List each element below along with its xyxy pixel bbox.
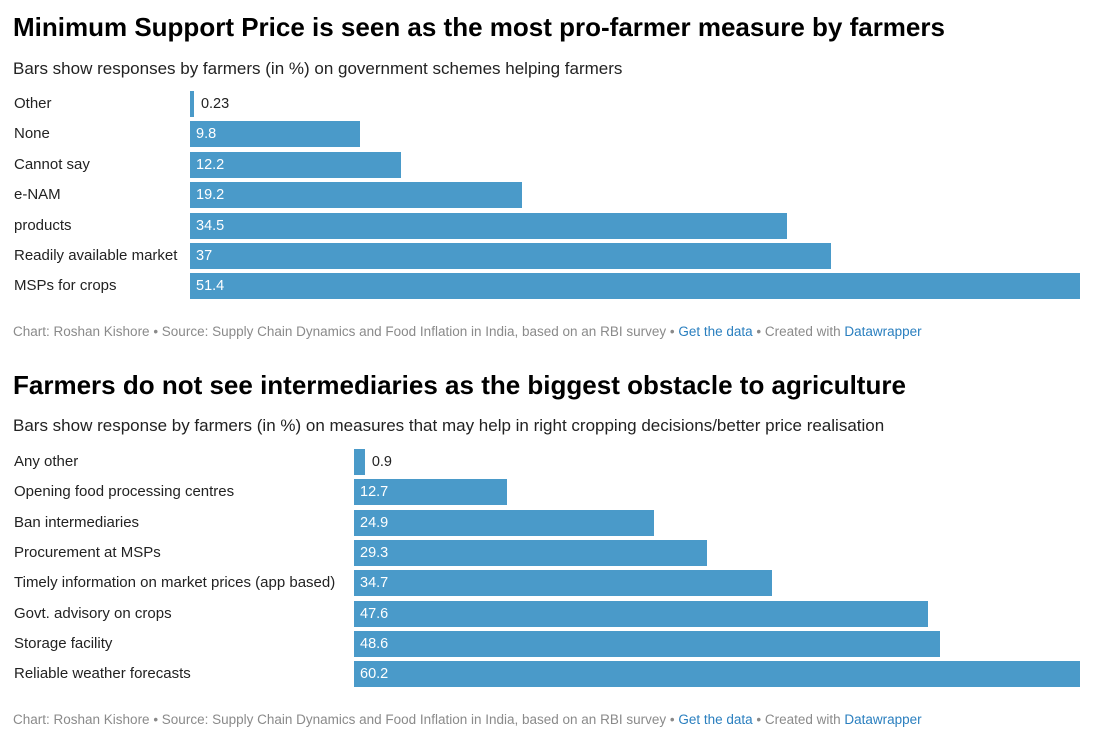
bar [354, 479, 508, 506]
category-label: e-NAM [14, 186, 61, 204]
bar-value-label: 34.5 [196, 217, 225, 234]
bar-value-label: 19.2 [196, 187, 225, 204]
category-label: Govt. advisory on crops [14, 604, 172, 622]
bar-row: Reliable weather forecasts 60.2 [0, 661, 1100, 688]
bar-row: MSPs for crops 51.4 [0, 273, 1100, 300]
bar-value-label: 12.7 [360, 484, 389, 501]
bar-row: e-NAM 19.2 [0, 182, 1100, 209]
chart-1-source-text: Chart: Roshan Kishore • Source: Supply C… [13, 324, 679, 339]
bar-value-label: 47.6 [360, 605, 389, 622]
bar-row: Govt. advisory on crops 47.6 [0, 600, 1100, 627]
bar-value-label: 51.4 [196, 278, 225, 295]
category-label: Ban intermediaries [14, 513, 140, 531]
bar-value-label: 0.23 [200, 96, 230, 112]
bar [354, 661, 1080, 688]
category-label: Opening food processing centres [14, 483, 235, 501]
bar-value-label: 34.7 [360, 575, 389, 592]
chart-2-datawrapper-link[interactable]: Datawrapper [844, 712, 922, 727]
chart-1-datawrapper-link[interactable]: Datawrapper [844, 324, 922, 339]
bar-row: Any other 0.9 [0, 449, 1100, 475]
bar-row: Procurement at MSPs 29.3 [0, 539, 1100, 566]
chart-2-footer: Chart: Roshan Kishore • Source: Supply C… [13, 712, 922, 727]
category-label: Reliable weather forecasts [14, 665, 191, 683]
chart-1-subtitle: Bars show responses by farmers (in %) on… [13, 59, 623, 78]
chart-2-plot: Any other 0.9 Opening food processing cent… [0, 449, 1100, 689]
category-label: Readily available market [14, 247, 178, 264]
bar [190, 243, 831, 269]
bar-value-label: 29.3 [360, 544, 389, 561]
bar [190, 91, 194, 117]
bar-value-label: 9.8 [196, 126, 217, 143]
chart-1-get-data-link[interactable]: Get the data [678, 324, 753, 339]
chart-2-source-text: Chart: Roshan Kishore • Source: Supply C… [13, 712, 679, 727]
category-label: products [14, 216, 72, 234]
bar-value-label: 48.6 [360, 635, 389, 652]
bar-row: Timely information on market prices (app… [0, 570, 1100, 597]
bar-value-label: 24.9 [360, 514, 389, 531]
bar-value-label: 37 [196, 248, 213, 264]
bar-row: None 9.8 [0, 121, 1100, 148]
chart-1: Minimum Support Price is seen as the mos… [0, 0, 1100, 350]
bar-value-label: 0.9 [371, 454, 393, 470]
bar-value-label: 12.2 [196, 156, 225, 173]
bar [190, 182, 523, 209]
bar [190, 151, 402, 178]
category-label: Procurement at MSPs [14, 543, 161, 561]
chart-1-plot: Other 0.23 None 9.8 Cannot say 12.2 e-NAM 19.2 p… [0, 91, 1100, 301]
bar [354, 539, 708, 566]
bar-row: products 34.5 [0, 212, 1100, 239]
bar [190, 121, 360, 148]
bar-row: Storage facility 48.6 [0, 630, 1100, 657]
category-label: Timely information on market prices (app… [14, 574, 336, 592]
category-label: Storage facility [14, 634, 113, 652]
bar [354, 630, 941, 657]
bar-row: Readily available market 37 [0, 243, 1100, 269]
chart-1-title: Minimum Support Price is seen as the mos… [13, 12, 945, 42]
chart-1-footer: Chart: Roshan Kishore • Source: Supply C… [13, 324, 922, 339]
chart-2-get-data-link[interactable]: Get the data [678, 712, 753, 727]
chart-2-title: Farmers do not see intermediaries as the… [13, 370, 906, 400]
category-label: None [14, 125, 50, 143]
bar-value-label: 60.2 [360, 666, 389, 683]
bar [354, 509, 655, 536]
bar [354, 600, 929, 627]
category-label: Cannot say [14, 155, 90, 173]
bar-row: Opening food processing centres 12.7 [0, 479, 1100, 506]
category-label: MSPs for crops [14, 277, 117, 295]
bar-row: Ban intermediaries 24.9 [0, 509, 1100, 536]
chart-2-created-text: • Created with [752, 712, 845, 727]
bar-row: Cannot say 12.2 [0, 151, 1100, 178]
category-label: Any other [14, 453, 79, 470]
category-label: Other [14, 95, 52, 112]
bar [190, 273, 1080, 300]
bar [354, 449, 365, 475]
bar [354, 570, 773, 597]
chart-1-created-text: • Created with [752, 324, 845, 339]
bar-row: Other 0.23 [0, 91, 1100, 117]
bar [190, 212, 788, 239]
chart-2-subtitle: Bars show response by farmers (in %) on … [13, 416, 885, 435]
